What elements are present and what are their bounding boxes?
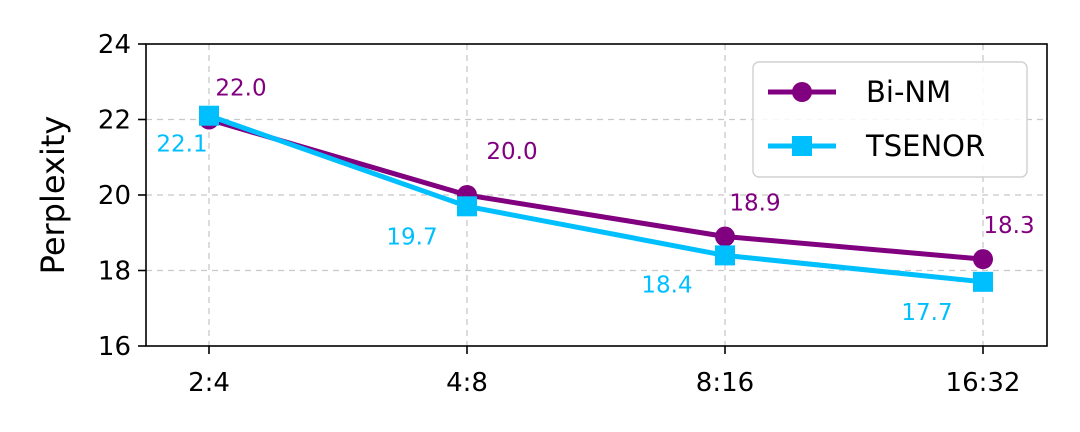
data-point-bi-nm <box>715 226 735 247</box>
y-tick-label: 20 <box>98 181 131 211</box>
legend-marker-bi-nm <box>792 82 812 102</box>
y-axis-label: Perplexity <box>34 116 72 275</box>
x-tick-label: 4:8 <box>446 368 488 398</box>
data-label-bi-nm: 20.0 <box>486 139 537 165</box>
legend: Bi-NM TSENOR <box>752 61 1028 178</box>
legend-marker-tsenor <box>792 136 812 156</box>
data-label-tsenor: 18.4 <box>641 272 692 298</box>
data-label-bi-nm: 18.9 <box>729 191 780 217</box>
series-line-bi-nm <box>206 117 986 262</box>
series-layer <box>199 105 993 292</box>
x-tick-label: 8:16 <box>696 368 754 398</box>
y-tick-label: 22 <box>98 106 131 136</box>
legend-label-bi-nm: Bi-NM <box>866 75 951 109</box>
data-point-tsenor <box>715 245 735 266</box>
data-point-tsenor <box>199 105 219 126</box>
y-tick-label: 24 <box>98 30 131 60</box>
y-tick-label: 16 <box>98 332 131 362</box>
data-label-layer: 22.0 20.0 18.9 18.3 22.1 19.7 18.4 17.7 <box>156 76 1034 326</box>
x-tick-label: 2:4 <box>188 368 230 398</box>
data-label-bi-nm: 22.0 <box>215 76 266 102</box>
data-point-tsenor <box>457 196 477 217</box>
series-line-tsenor <box>206 113 986 285</box>
x-tick-label: 16:32 <box>946 368 1021 398</box>
tick-layer: 16 18 20 22 24 2:4 4:8 8:16 16:32 <box>98 30 1021 398</box>
data-label-tsenor: 22.1 <box>156 132 207 158</box>
legend-label-tsenor: TSENOR <box>865 129 985 163</box>
data-point-tsenor <box>973 271 993 292</box>
data-label-tsenor: 19.7 <box>386 224 437 250</box>
data-point-bi-nm <box>973 249 993 270</box>
y-tick-label: 18 <box>98 257 131 287</box>
data-label-tsenor: 17.7 <box>901 300 952 326</box>
data-label-bi-nm: 18.3 <box>983 213 1034 239</box>
